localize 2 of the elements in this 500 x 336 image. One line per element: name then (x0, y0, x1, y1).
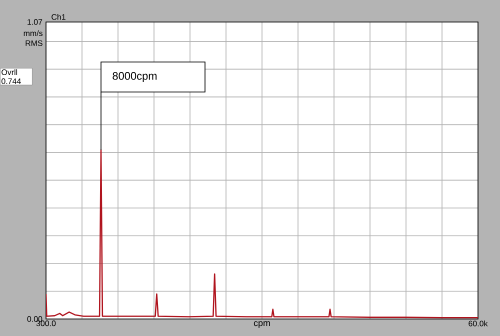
x-axis-title: cpm (254, 321, 270, 328)
annotation: 8000cpm (112, 72, 157, 82)
